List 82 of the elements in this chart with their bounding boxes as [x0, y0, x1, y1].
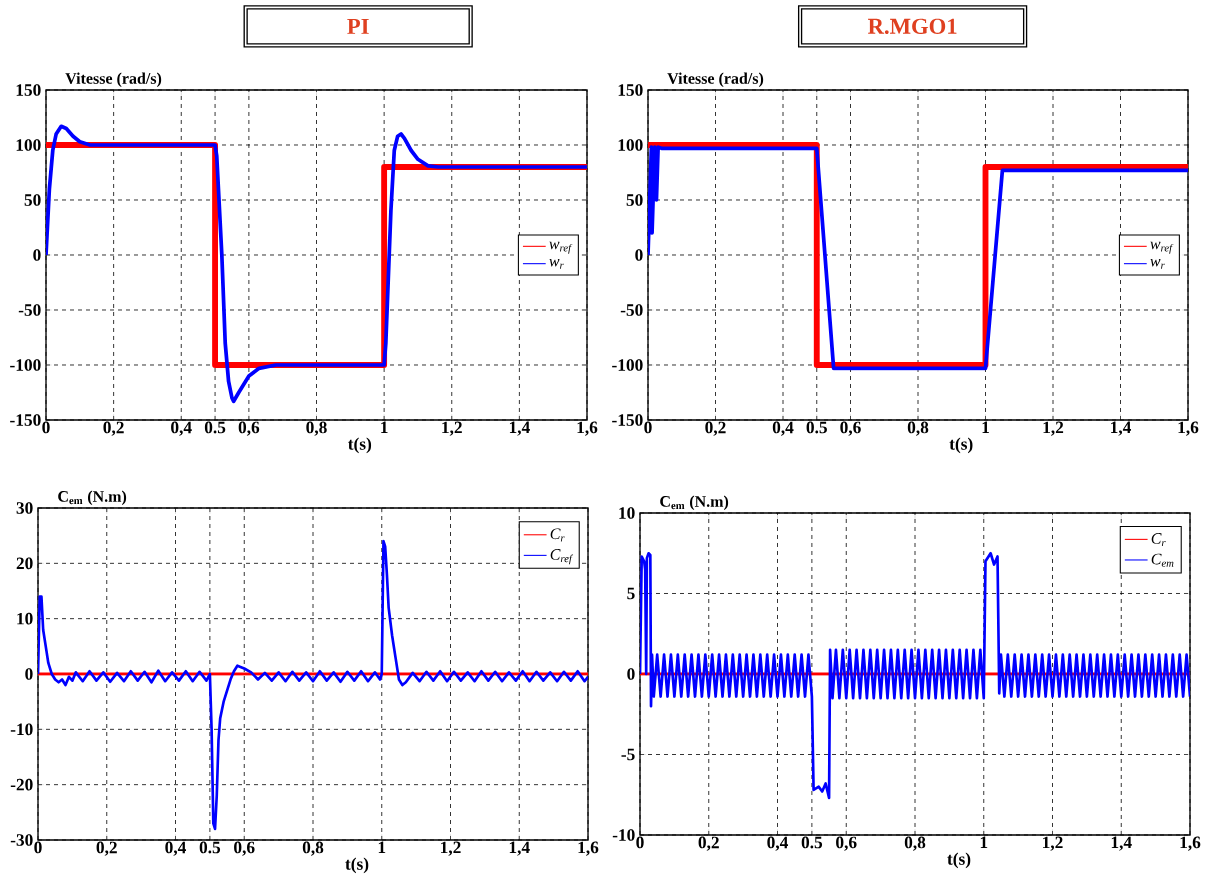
y-tick-label: 100	[618, 139, 643, 151]
y-axis-title: C$_{em}$ (N.m)	[660, 495, 729, 511]
x-tick-label: 0,8	[302, 841, 324, 856]
y-tick-label: 0	[25, 668, 33, 680]
y-tick-label: 0	[33, 249, 41, 261]
x-tick-label: 1,2	[1043, 836, 1063, 851]
legend-label: C$_{em}$	[1151, 553, 1174, 567]
x-tick-label: 0,2	[705, 421, 726, 436]
x-tick-label: 0,8	[306, 421, 327, 436]
x-tick-label: 0,6	[840, 421, 861, 436]
x-tick-label: 1,4	[509, 421, 530, 436]
x-axis-title: t(s)	[947, 852, 971, 869]
y-tick-label: -50	[18, 304, 41, 316]
x-tick-label: 0,4	[767, 836, 789, 851]
x-tick-label: 1,6	[578, 841, 599, 856]
x-tick-label: 0,6	[836, 836, 857, 851]
x-tick-label: 0,2	[96, 841, 117, 856]
x-tick-label: 1,6	[1178, 421, 1199, 436]
x-axis-title: t(s)	[348, 437, 372, 454]
y-tick-label: -50	[620, 304, 643, 316]
y-tick-label: -150	[10, 414, 41, 426]
y-tick-label: 100	[16, 139, 41, 151]
x-tick-label: 1,4	[1111, 836, 1132, 851]
y-tick-label: 150	[618, 84, 643, 96]
x-tick-label: 0,8	[907, 421, 929, 436]
x-tick-label: 1,2	[1043, 421, 1064, 436]
y-tick-label: -150	[612, 414, 643, 426]
x-tick-label: 0,8	[904, 836, 926, 851]
x-tick-label: 0,6	[238, 421, 260, 436]
x-tick-label: 1,4	[509, 841, 530, 856]
y-tick-label: 10	[17, 612, 33, 625]
x-tick-label: 1	[378, 841, 386, 854]
x-tick-label: 0	[42, 421, 50, 434]
legend-label: C$_{r}$	[550, 528, 565, 542]
x-tick-label: 0,6	[234, 841, 255, 856]
x-tick-label: 0,4	[165, 841, 187, 856]
legend-label: w$_{ref}$	[549, 241, 573, 254]
x-tick-label: 1,2	[441, 841, 461, 856]
x-tick-label: 0.5	[199, 841, 221, 854]
y-tick-label: -5	[621, 748, 635, 761]
x-tick-label: 0,4	[772, 421, 794, 436]
chart-title: PI	[347, 18, 369, 34]
legend-label: w$_{ref}$	[1150, 241, 1174, 254]
y-tick-label: 0	[635, 249, 643, 261]
y-tick-label: 50	[24, 194, 41, 206]
chart-title: R.MGO1	[868, 18, 957, 34]
x-tick-label: 1	[980, 836, 988, 849]
y-tick-label: 150	[16, 84, 41, 96]
legend-label: w$_{r}$	[549, 259, 564, 269]
y-tick-label: 50	[626, 194, 643, 206]
y-tick-label: -100	[10, 359, 41, 371]
x-tick-label: 1,4	[1111, 421, 1132, 436]
y-tick-label: -30	[10, 834, 33, 846]
x-axis-title: t(s)	[345, 857, 369, 874]
y-tick-label: 5	[627, 587, 635, 600]
x-tick-label: 1,2	[442, 421, 462, 436]
y-tick-label: 30	[16, 502, 33, 514]
x-tick-label: 0,2	[103, 421, 124, 436]
x-tick-label: 0.5	[204, 421, 226, 434]
x-tick-label: 0.5	[801, 836, 823, 849]
y-axis-title: Vitesse (rad/s)	[667, 72, 764, 88]
x-axis-title: t(s)	[949, 437, 973, 454]
legend-label: w$_{r}$	[1150, 259, 1165, 269]
y-tick-label: -100	[612, 359, 643, 371]
x-tick-label: 0,2	[698, 836, 719, 851]
x-tick-label: 0,4	[171, 421, 192, 436]
x-tick-label: 1,6	[1180, 836, 1201, 851]
y-tick-label: -20	[10, 778, 33, 791]
y-tick-label: 20	[16, 557, 33, 570]
x-tick-label: 1	[982, 421, 989, 434]
x-tick-label: 0	[644, 421, 652, 434]
y-tick-label: 0	[627, 668, 635, 680]
y-tick-label: -10	[612, 829, 635, 841]
x-tick-label: 1	[381, 421, 388, 434]
y-tick-label: 10	[619, 507, 635, 519]
y-axis-title: C$_{em}$ (N.m)	[58, 490, 127, 506]
legend-label: C$_{r}$	[1151, 533, 1166, 547]
legend-label: C$_{ref}$	[550, 549, 574, 565]
x-tick-label: 1,6	[577, 421, 598, 436]
y-axis-title: Vitesse (rad/s)	[65, 72, 162, 88]
x-tick-label: 0.5	[806, 421, 827, 434]
y-tick-label: -10	[10, 723, 33, 736]
